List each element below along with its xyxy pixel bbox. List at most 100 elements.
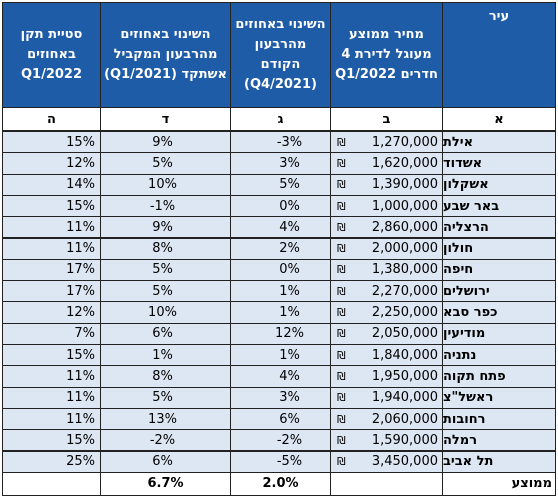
percent: 11% [66,219,95,235]
value-cell: 3% [230,152,331,175]
value-cell: -2% [230,429,331,452]
price: 2,000,000 [371,241,438,257]
value-cell: ₪ 3,450,000 [330,450,443,473]
city-cell: נתניה [442,344,556,367]
price: 1,840,000 [371,347,438,363]
footer-cell: 6.7% [100,471,231,496]
value-cell: 12% [2,301,101,324]
percent: 11% [66,390,95,406]
footer-value: 2.0% [262,476,299,492]
price: 1,590,000 [371,432,438,448]
value-cell: 9% [100,131,231,154]
city-name: רמלה [443,432,478,448]
percent: 14% [66,177,95,193]
percent: 1% [279,283,300,299]
value-cell: ₪ 1,270,000 [330,131,443,154]
value-cell: 5% [100,386,231,409]
value-cell: 5% [100,258,231,282]
footer-cell [2,471,101,496]
city-name: ראשל"צ [443,390,494,406]
percent: -1% [149,198,176,214]
percent: 3% [279,390,300,406]
header-line: באחוזים [27,47,76,62]
value-cell: 14% [2,173,101,196]
value-cell: 15% [2,194,101,218]
currency-symbol: ₪ [337,156,346,170]
header-line: (Q4/2021) [244,77,317,92]
value-cell: ₪ 1,940,000 [330,386,443,409]
value-cell: -5% [230,450,331,473]
city-name: אילת [443,134,474,150]
header-line: השינוי באחוזים [120,27,211,42]
value-cell: 11% [2,216,101,239]
city-cell: באר שבע [442,194,556,218]
column-letter: ד [100,107,231,131]
value-cell: ₪ 2,050,000 [330,322,443,345]
value-cell: 7% [2,322,101,345]
percent: 25% [66,454,95,470]
header-line: אשתקד (Q1/2021) [104,67,227,82]
price: 2,860,000 [371,219,438,235]
city-name: נתניה [443,347,477,363]
header-line: השינוי באחוזים [235,17,326,32]
percent: 2% [279,241,300,257]
percent: 6% [152,454,173,470]
percent: 12% [66,305,95,321]
city-cell: הרצליה [442,216,556,239]
price: 2,250,000 [371,305,438,321]
percent: -3% [276,134,303,150]
column-letter: ג [230,107,331,131]
city-name: אשדוד [443,155,483,171]
value-cell: 12% [2,152,101,175]
header-line: מהרבעון המקביל [113,47,218,62]
city-name: באר שבע [443,198,500,214]
price: 2,060,000 [371,411,438,427]
value-cell: 15% [2,344,101,367]
percent: 4% [279,368,300,384]
city-name: תל אביב [443,454,494,470]
city-name: מודיעין [443,326,486,342]
percent: 17% [66,283,95,299]
percent: 8% [152,241,173,257]
percent: 0% [279,198,300,214]
header-line: חדרים Q1/2022 [335,67,438,82]
value-cell: 9% [100,216,231,239]
city-cell: אשקלון [442,173,556,196]
percent: 1% [279,305,300,321]
header-line: מחיר ממוצע [349,27,424,42]
value-cell: ₪ 1,590,000 [330,429,443,452]
city-name: חולון [443,241,474,257]
percent: 13% [148,411,177,427]
currency-symbol: ₪ [337,220,346,234]
value-cell: 6% [230,407,331,431]
price: 1,950,000 [371,368,438,384]
percent: 9% [152,134,173,150]
value-cell: 2% [230,237,331,260]
value-cell: 12% [230,322,331,345]
value-cell: ₪ 1,620,000 [330,152,443,175]
percent: 10% [148,305,177,321]
value-cell: -3% [230,131,331,154]
city-cell: חולון [442,237,556,260]
city-name: רחובות [443,411,486,427]
percent: 6% [152,326,173,342]
price: 1,940,000 [371,390,438,406]
percent: 3% [279,155,300,171]
value-cell: ₪ 2,250,000 [330,301,443,324]
percent: 12% [275,326,304,342]
percent: 15% [66,347,95,363]
header-line: עיר [488,9,510,24]
header-line: סטיית תקן [20,27,83,42]
currency-symbol: ₪ [337,391,346,405]
city-cell: תל אביב [442,450,556,473]
letter-text: ה [47,111,56,127]
city-name: הרצליה [443,219,489,235]
currency-symbol: ₪ [337,348,346,362]
value-cell: 15% [2,131,101,154]
value-cell: -2% [100,429,231,452]
column-header: עיר [442,2,556,108]
currency-symbol: ₪ [337,242,346,256]
currency-symbol: ₪ [337,412,346,426]
value-cell: 15% [2,429,101,452]
